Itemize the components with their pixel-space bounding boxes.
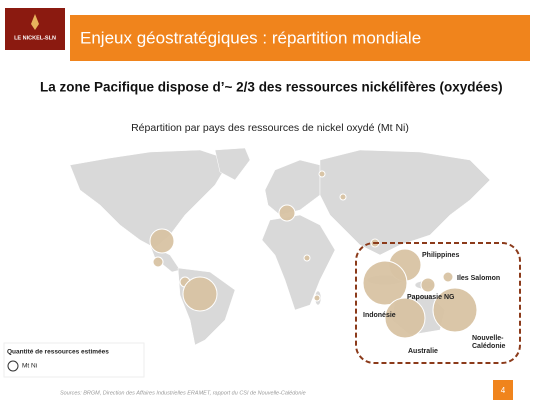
logo-icon [31,14,39,30]
pacific-zone [355,242,521,364]
map-label: Iles Salomon [457,275,500,282]
logo-text: LE NICKEL-SLN [14,35,56,41]
map-label: Indonésie [363,312,396,319]
legend-unit: Mt Ni [22,363,37,370]
legend-symbol [7,360,19,372]
header-title: Enjeux géostratégiques : répartition mon… [80,28,421,47]
map-label: Philippines [422,252,459,259]
heading: La zone Pacifique dispose d’~ 2/3 des re… [40,80,503,95]
page-box [493,380,513,400]
map-label: Nouvelle- [472,335,504,342]
map-label: Papouasie NG [407,294,455,301]
resource-bubbles [149,170,478,339]
legend-box [3,342,145,378]
source: Sources: BRGM, Direction des Affaires In… [60,390,306,396]
page-number: 4 [501,386,506,395]
map-title: Répartition par pays des ressources de n… [131,122,409,134]
map-label: Calédonie [472,343,506,350]
header-bar [70,15,530,61]
map-label: Australie [408,348,438,355]
world-map [69,147,491,346]
legend-title: Quantité de ressources estimées [7,349,109,356]
